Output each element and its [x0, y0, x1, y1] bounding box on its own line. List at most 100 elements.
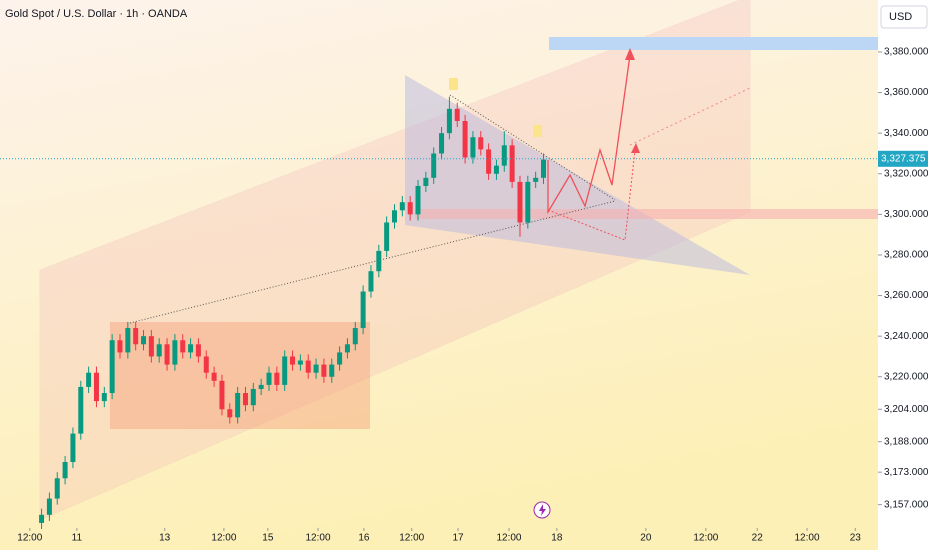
currency-button[interactable]	[880, 5, 928, 29]
x-tick-label: 23	[850, 533, 862, 544]
candle-body	[282, 356, 288, 385]
candle-body	[462, 120, 468, 158]
candle-body	[454, 108, 460, 121]
candle-body	[133, 328, 139, 345]
x-tick-label: 12:00	[496, 533, 521, 544]
candles	[39, 96, 547, 530]
candle-body	[125, 328, 131, 353]
candle-body	[470, 137, 476, 158]
candle-body	[156, 344, 162, 357]
candle-body	[227, 409, 233, 418]
x-tick-label: 12:00	[306, 533, 331, 544]
projection-path	[547, 54, 631, 215]
marker	[449, 78, 458, 90]
candle-body	[211, 372, 217, 381]
candle-body	[478, 137, 484, 150]
candle-body	[439, 133, 445, 154]
trend-line	[449, 94, 616, 201]
event-icon-bolt	[539, 504, 546, 516]
candle-body	[321, 364, 327, 377]
x-tick-label: 12:00	[211, 533, 236, 544]
candle-body	[368, 271, 374, 292]
candle-body	[290, 356, 296, 365]
x-tick-label: 12:00	[399, 533, 424, 544]
candle-body	[250, 388, 256, 406]
arrow-head	[625, 48, 635, 60]
x-tick-label: 18	[551, 533, 563, 544]
candle-body	[78, 386, 84, 434]
x-tick-label: 13	[159, 533, 171, 544]
candle-body	[391, 210, 397, 223]
target-zone	[549, 37, 878, 50]
candle-body	[274, 372, 280, 385]
triangle	[405, 75, 750, 275]
candle-body	[148, 336, 154, 357]
candle-body	[313, 364, 319, 373]
x-tick-label: 11	[72, 533, 83, 544]
x-tick-label: 12:00	[17, 533, 42, 544]
candle-body	[446, 108, 452, 134]
last-price-label: 3,327.375	[881, 153, 926, 164]
candle-body	[493, 165, 499, 174]
y-tick-label: 3,260.000	[884, 290, 929, 301]
y-tick-label: 3,204.000	[884, 404, 929, 415]
candle-body	[258, 384, 264, 389]
y-tick-label: 3,360.000	[884, 87, 929, 98]
candle-body	[541, 159, 547, 178]
candle-body	[305, 360, 311, 373]
marker	[533, 125, 542, 137]
x-tick-label: 16	[358, 533, 370, 544]
candle-body	[109, 340, 115, 394]
candle-body	[431, 153, 437, 178]
candle-body	[384, 222, 390, 251]
arrow-head	[631, 143, 640, 153]
candle-body	[195, 344, 201, 357]
candle-body	[360, 291, 366, 329]
candle-body	[423, 177, 429, 186]
candle-body	[486, 149, 492, 174]
candle-body	[46, 498, 52, 515]
candle-body	[219, 380, 225, 410]
candle-body	[525, 181, 531, 223]
y-tick-label: 3,188.000	[884, 436, 929, 447]
candle-body	[93, 372, 99, 402]
candle-body	[188, 344, 194, 353]
price-axis-background	[878, 0, 932, 550]
candle-body	[235, 393, 241, 418]
x-tick-label: 17	[452, 533, 464, 544]
candle-body	[376, 250, 382, 272]
currency-label[interactable]: USD	[889, 11, 912, 23]
candle-body	[54, 478, 60, 499]
y-tick-label: 3,380.000	[884, 47, 929, 58]
candle-body	[62, 462, 68, 479]
candle-body	[86, 372, 92, 387]
support-zone	[415, 209, 878, 219]
x-tick-label: 12:00	[693, 533, 718, 544]
candle-body	[266, 372, 272, 385]
plot-background	[0, 0, 878, 550]
candle-body	[172, 340, 178, 365]
candle-body	[352, 328, 358, 345]
candle-body	[501, 145, 507, 166]
x-tick-label: 15	[262, 533, 274, 544]
y-tick-label: 3,280.000	[884, 250, 929, 261]
y-tick-label: 3,220.000	[884, 371, 929, 382]
candle-body	[399, 202, 405, 211]
y-tick-label: 3,157.000	[884, 499, 929, 510]
candle-body	[70, 433, 76, 463]
chart-title: Gold Spot / U.S. Dollar · 1h · OANDA	[5, 8, 188, 20]
candle-body	[101, 393, 107, 402]
x-tick-label: 20	[640, 533, 652, 544]
candle-body	[509, 145, 515, 182]
candle-body	[180, 340, 186, 353]
x-tick-label: 12:00	[795, 533, 820, 544]
candle-body	[242, 393, 248, 406]
candle-body	[203, 356, 209, 373]
projection-line	[629, 87, 751, 146]
y-tick-label: 3,320.000	[884, 168, 929, 179]
candle-body	[141, 336, 147, 345]
y-tick-label: 3,300.000	[884, 209, 929, 220]
candle-body	[517, 181, 523, 223]
x-tick-label: 22	[752, 533, 764, 544]
